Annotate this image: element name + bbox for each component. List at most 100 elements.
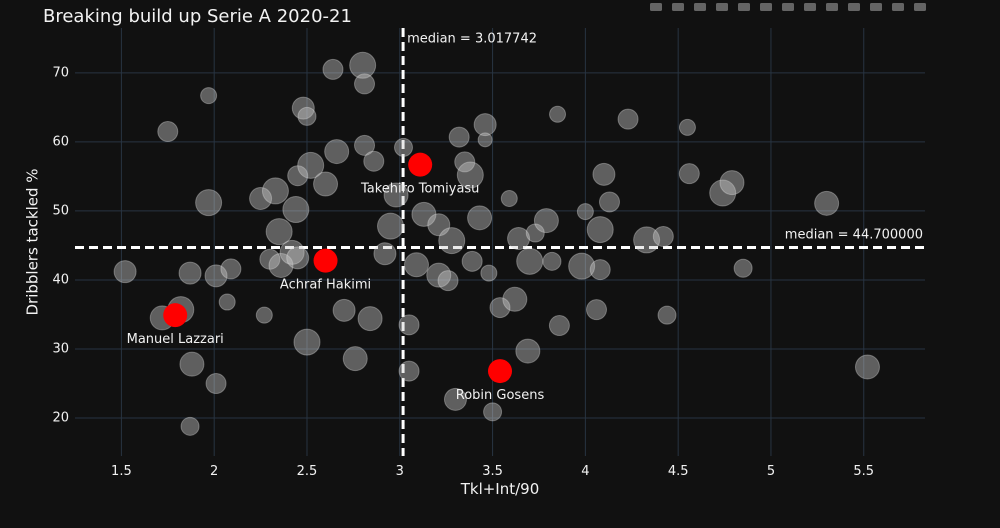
autoscale-icon[interactable] <box>802 0 818 14</box>
data-point <box>113 260 137 284</box>
x-tick-label: 5.5 <box>853 464 874 479</box>
x-tick-label: 5 <box>767 464 775 479</box>
lasso-icon[interactable] <box>736 0 752 14</box>
y-tick-label: 50 <box>52 203 69 218</box>
data-point <box>678 163 700 185</box>
data-point <box>332 298 356 322</box>
median-lines: median = 3.017742 median = 44.700000 <box>75 28 925 456</box>
data-point <box>297 106 317 126</box>
data-point <box>398 314 420 336</box>
data-point <box>515 338 541 364</box>
data-point <box>542 251 562 271</box>
y-axis-title: Dribblers tackled % <box>24 168 42 315</box>
data-point <box>205 373 227 395</box>
x-tick-label: 3.5 <box>482 464 503 479</box>
data-point <box>502 286 528 312</box>
zoom-in-icon[interactable] <box>758 0 774 14</box>
x-tick-label: 4.5 <box>668 464 689 479</box>
highlight-point <box>163 303 188 328</box>
data-point <box>592 162 616 186</box>
box-select-icon[interactable] <box>714 0 730 14</box>
median-x-label: median = 3.017742 <box>407 32 537 47</box>
data-point <box>282 196 310 224</box>
data-point <box>354 73 376 95</box>
data-point <box>297 151 325 179</box>
home-icon[interactable] <box>824 0 840 14</box>
data-point <box>293 328 321 356</box>
point-labels: Takehiro Tomiyasu Achraf Hakimi Manuel Laz… <box>127 182 545 403</box>
data-point <box>313 171 339 197</box>
zoom-icon[interactable] <box>670 0 686 14</box>
data-point <box>398 360 420 382</box>
y-tick-label: 60 <box>52 134 69 149</box>
hover-compare-icon[interactable] <box>890 0 906 14</box>
data-point <box>598 191 620 213</box>
highlight-point <box>408 152 433 177</box>
data-point <box>854 354 880 380</box>
data-point <box>437 270 459 292</box>
data-point <box>427 213 451 237</box>
median-y-label: median = 44.700000 <box>785 228 923 243</box>
data-point <box>200 87 218 105</box>
data-point <box>411 201 437 227</box>
data-points <box>113 51 880 436</box>
data-point <box>279 239 305 265</box>
data-point <box>426 262 452 288</box>
data-point <box>291 96 315 120</box>
plotly-logo-icon[interactable] <box>912 0 928 14</box>
highlight-point <box>313 248 338 273</box>
camera-icon[interactable] <box>648 0 664 14</box>
data-point <box>633 226 661 254</box>
data-point <box>357 306 383 332</box>
data-point <box>443 387 467 411</box>
data-point <box>363 150 385 172</box>
data-point <box>483 402 503 422</box>
data-point <box>195 189 223 217</box>
data-point <box>255 306 273 324</box>
data-point <box>507 227 531 251</box>
data-point <box>373 242 397 266</box>
x-tick-label: 3 <box>396 464 404 479</box>
data-point <box>525 223 545 243</box>
data-point <box>814 190 840 216</box>
data-point <box>218 293 236 311</box>
data-point <box>454 151 476 173</box>
data-point <box>678 118 696 136</box>
highlight-point <box>488 359 512 384</box>
data-point <box>657 305 677 325</box>
highlighted-points <box>163 152 512 384</box>
data-point <box>259 248 281 270</box>
data-point <box>719 170 745 196</box>
data-point <box>473 113 497 137</box>
data-point <box>286 246 310 270</box>
spike-lines-icon[interactable] <box>846 0 862 14</box>
data-point <box>322 58 344 80</box>
data-point <box>549 105 567 123</box>
data-point <box>383 182 409 208</box>
x-tick-label: 4 <box>581 464 589 479</box>
hover-closest-icon[interactable] <box>868 0 884 14</box>
data-point <box>500 190 518 208</box>
data-point <box>576 203 594 221</box>
data-point <box>349 51 377 79</box>
x-tick-label: 2 <box>210 464 218 479</box>
data-point <box>548 315 570 337</box>
pan-icon[interactable] <box>692 0 708 14</box>
data-point <box>467 205 493 231</box>
data-point <box>589 259 611 281</box>
modebar <box>648 0 928 16</box>
data-point <box>709 179 737 207</box>
data-point <box>268 252 294 278</box>
zoom-out-icon[interactable] <box>780 0 796 14</box>
data-point <box>456 161 484 189</box>
data-point <box>377 212 405 240</box>
data-point <box>617 108 639 130</box>
data-point <box>403 252 429 278</box>
data-point <box>568 252 596 280</box>
data-point <box>261 177 289 205</box>
data-point <box>287 165 309 187</box>
highlight-label: Manuel Lazzari <box>127 332 224 347</box>
y-tick-label: 70 <box>52 65 69 80</box>
data-point <box>461 250 483 272</box>
